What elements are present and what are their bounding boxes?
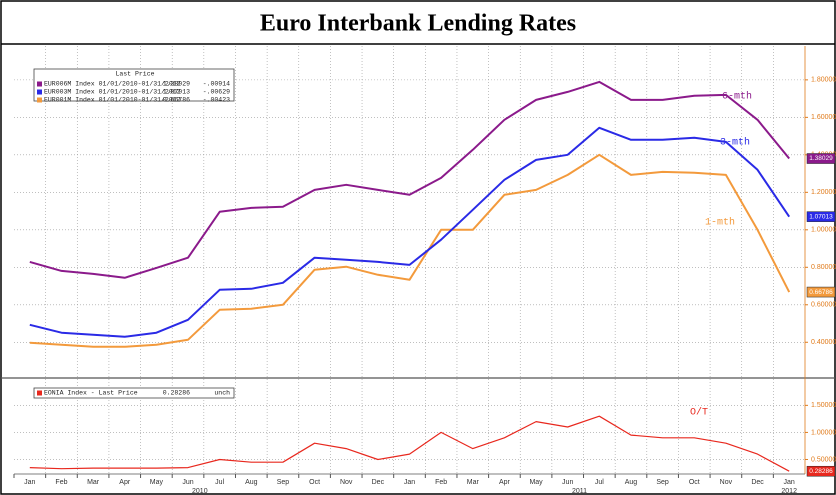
series-line — [29, 126, 791, 338]
x-tick-label: Feb — [55, 479, 67, 486]
y-tick-label: 1.20000 — [811, 189, 836, 196]
x-tick-label: Jun — [182, 479, 193, 486]
x-tick-label: Apr — [499, 479, 511, 486]
legend-swatch — [37, 390, 42, 396]
x-tick-label: Aug — [625, 479, 638, 486]
legend-label: EUR006M Index 01/01/2010-01/31/2012 — [44, 81, 181, 88]
x-tick-label: Nov — [340, 479, 353, 486]
legend-label: EONIA Index - Last Price — [44, 390, 138, 397]
x-tick-label: Sep — [656, 479, 669, 486]
legend-label: EUR003M Index 01/01/2010-01/31/2012 — [44, 89, 181, 96]
x-tick-label: May — [529, 479, 543, 486]
legend-last: 0.28286 — [163, 390, 190, 397]
x-tick-label: Jul — [595, 479, 604, 486]
last-value-box — [806, 153, 836, 164]
y-tick-label: 1.80000 — [811, 77, 836, 84]
year-label: 2010 — [192, 488, 208, 495]
legend-change: unch — [214, 390, 230, 397]
x-tick-label: Mar — [467, 479, 480, 486]
y-tick-label: 0.50000 — [811, 456, 836, 463]
y-tick-label: 1.50000 — [811, 402, 836, 409]
legend-box — [33, 68, 235, 102]
last-value-box — [806, 465, 836, 477]
legend-swatch — [37, 89, 42, 95]
x-tick-label: May — [150, 479, 164, 486]
last-value-box — [806, 211, 836, 222]
x-tick-label: Dec — [372, 479, 385, 486]
series-tag: 1-mth — [705, 217, 735, 229]
series-tag: O/T — [690, 407, 708, 419]
legend-change: -.00914 — [203, 81, 230, 88]
y-tick-label: 1.00000 — [811, 227, 836, 234]
x-tick-label: Jan — [404, 479, 415, 486]
y-tick-label: 0.60000 — [811, 302, 836, 309]
x-tick-label: Mar — [87, 479, 100, 486]
legend-box — [33, 387, 235, 399]
x-tick-label: Jan — [784, 479, 795, 486]
series-line — [29, 80, 790, 279]
x-tick-label: Jan — [24, 479, 35, 486]
x-tick-label: Oct — [689, 479, 700, 486]
last-value-label: 0.66786 — [809, 289, 833, 296]
legend: Last Price EUR001M Index 01/01/2010-01/31… — [33, 68, 235, 104]
x-tick-label: Feb — [435, 479, 447, 486]
year-label: 2011 — [572, 488, 587, 495]
series-line — [29, 153, 791, 348]
last-value-label: 1.38029 — [809, 155, 833, 162]
last-value-label: 0.28286 — [809, 468, 833, 475]
y-tick-label: 0.40000 — [811, 339, 836, 346]
x-tick-label: Jun — [562, 479, 573, 486]
last-value-box — [806, 286, 836, 298]
year-label: 2012 — [781, 488, 797, 495]
x-tick-label: Nov — [720, 479, 733, 486]
x-tick-label: Oct — [309, 479, 320, 486]
last-value-label: 1.07013 — [809, 213, 833, 220]
y-tick-label: 1.00000 — [811, 429, 836, 436]
y-tick-label: 1.60000 — [811, 114, 836, 121]
y-tick-label: 0.80000 — [811, 264, 836, 271]
legend-last: 1.38029 — [163, 81, 190, 88]
x-tick-label: Dec — [751, 479, 764, 486]
legend-label: EUR001M Index 01/01/2010-01/31/2012 — [44, 97, 181, 104]
x-tick-label: Aug — [245, 479, 258, 486]
x-tick-label: Jul — [215, 479, 224, 486]
x-tick-label: Apr — [119, 479, 131, 486]
legend: EONIA Index - Last Price 0.28286 unch — [33, 387, 235, 399]
series-line — [29, 415, 790, 472]
legend-last: 0.66786 — [163, 97, 190, 104]
legend-change: -.00629 — [203, 89, 230, 96]
chart-title: Euro Interbank Lending Rates — [260, 11, 576, 37]
legend-last: 1.07013 — [163, 89, 190, 96]
legend-swatch — [37, 81, 42, 87]
legend-change: -.00423 — [203, 97, 230, 104]
series-tag: 3-mth — [720, 137, 750, 149]
legend-swatch — [37, 97, 42, 103]
legend-header: Last Price — [115, 71, 154, 78]
x-tick-label: Sep — [277, 479, 290, 486]
series-tag: 6-mth — [722, 91, 752, 103]
